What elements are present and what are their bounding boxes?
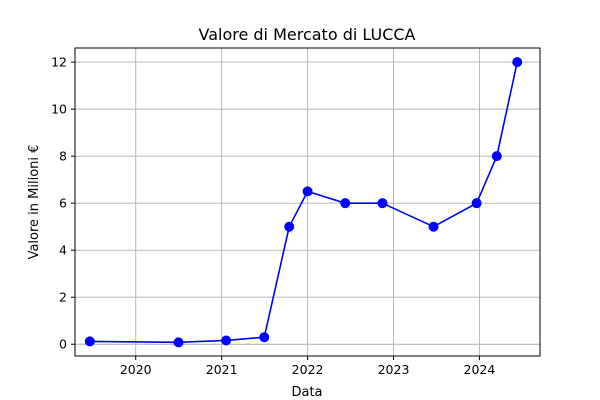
data-point bbox=[173, 337, 184, 348]
x-tick-label: 2024 bbox=[464, 362, 496, 377]
data-point bbox=[512, 57, 523, 68]
data-point bbox=[471, 198, 482, 209]
y-tick-label: 2 bbox=[59, 290, 67, 305]
data-point bbox=[84, 336, 95, 347]
x-tick-label: 2022 bbox=[292, 362, 324, 377]
data-point bbox=[221, 335, 232, 346]
plot-frame bbox=[74, 47, 541, 357]
y-tick-label: 0 bbox=[59, 337, 67, 352]
y-tick-label: 12 bbox=[51, 55, 67, 70]
axis-ticks: 2020 2021 2022 2023 2024 0 2 4 6 8 10 12 bbox=[51, 55, 495, 377]
data-point bbox=[377, 198, 388, 209]
y-tick-label: 10 bbox=[51, 102, 67, 117]
chart-title: Valore di Mercato di LUCCA bbox=[198, 25, 415, 44]
data-point bbox=[259, 332, 270, 343]
x-tick-label: 2020 bbox=[120, 362, 152, 377]
y-tick-label: 4 bbox=[59, 243, 67, 258]
grid-lines bbox=[75, 48, 540, 356]
data-point bbox=[284, 221, 295, 232]
y-tick-label: 8 bbox=[59, 149, 67, 164]
data-point bbox=[491, 151, 502, 162]
y-tick-label: 6 bbox=[59, 196, 67, 211]
data-point bbox=[302, 186, 313, 197]
x-tick-label: 2021 bbox=[206, 362, 238, 377]
data-series bbox=[84, 57, 523, 348]
data-point bbox=[428, 221, 439, 232]
x-tick-label: 2023 bbox=[378, 362, 410, 377]
y-axis-label: Valore in Milioni € bbox=[27, 145, 42, 260]
x-axis-label: Data bbox=[291, 385, 322, 400]
data-point bbox=[340, 198, 351, 209]
series-line bbox=[89, 61, 519, 344]
